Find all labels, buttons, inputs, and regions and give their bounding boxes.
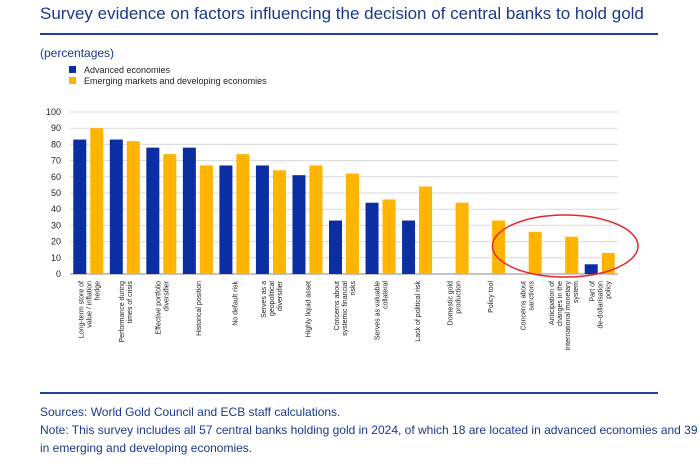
y-axis: 0 10 20 30 40 50 60 70 80 90 100 [46, 107, 61, 279]
bar-emerging [272, 170, 286, 274]
bar-emerging [90, 128, 104, 274]
y-tick-label: 80 [51, 139, 61, 149]
bar-advanced [109, 139, 123, 274]
bar-advanced [292, 175, 306, 274]
x-tick-label: Concerns aboutsystemic financialrisks [334, 281, 357, 336]
y-tick-label: 100 [46, 107, 61, 117]
bar-emerging [565, 236, 579, 274]
x-tick-label: Serves as valuablecollateral [375, 281, 390, 341]
bar-emerging [528, 231, 542, 274]
bar-emerging [601, 252, 615, 274]
bar-advanced [219, 165, 233, 274]
bar-advanced [255, 165, 269, 274]
bars [73, 128, 615, 274]
x-tick-label: Part ofde-dollarisationpolicy [590, 281, 613, 329]
y-tick-label: 20 [51, 237, 61, 247]
highlight-circle [491, 214, 639, 278]
x-tick-label: Highly liquid asset [305, 281, 312, 337]
x-tick-label: No default risk [232, 281, 239, 326]
footer: Sources: World Gold Council and ECB staf… [40, 403, 700, 457]
bar-emerging [382, 199, 396, 274]
x-tick-label: Serves as ageopoliticaldiversifier [261, 280, 284, 318]
y-tick-label: 70 [51, 156, 61, 166]
title-rule [40, 33, 658, 35]
y-tick-label: 40 [51, 204, 61, 214]
bar-emerging [126, 141, 140, 274]
chart-title: Survey evidence on factors influencing t… [40, 4, 644, 23]
x-tick-label: Anticipation ofchanges in theinternation… [549, 281, 580, 351]
annotation [491, 214, 639, 278]
bar-emerging [419, 186, 433, 274]
sources-text: Sources: World Gold Council and ECB staf… [40, 405, 341, 419]
x-tick-label: Historical position [196, 281, 203, 336]
bar-advanced [73, 139, 87, 274]
legend-swatch [69, 66, 76, 73]
legend-label: Emerging markets and developing economie… [84, 76, 267, 86]
bar-emerging [492, 220, 506, 274]
x-tick-label: Policy tool [488, 281, 495, 313]
x-tick-label: Lack of political risk [415, 281, 422, 342]
y-tick-label: 30 [51, 220, 61, 230]
x-tick-label: Effective portfoliodiversifier [155, 280, 170, 334]
gridlines [70, 111, 618, 275]
bar-advanced [402, 220, 416, 274]
bar-advanced [365, 202, 379, 274]
chart-subtitle: (percentages) [40, 46, 115, 60]
legend-swatch [69, 77, 76, 84]
legend-label: Advanced economies [84, 65, 171, 75]
bar-advanced [584, 264, 598, 274]
x-axis: Long-term store ofvalue / inflationhedge… [78, 280, 612, 350]
y-tick-label: 60 [51, 172, 61, 182]
bar-advanced [329, 220, 342, 274]
y-tick-label: 0 [56, 269, 61, 279]
x-tick-label: Long-term store ofvalue / inflationhedge [78, 281, 101, 338]
y-tick-label: 10 [51, 253, 61, 263]
x-tick-label: Concerns aboutsanctions [521, 281, 536, 331]
bar-emerging [199, 165, 213, 274]
bar-emerging [309, 165, 323, 274]
bar-advanced [146, 147, 160, 274]
bar-emerging [455, 202, 469, 274]
note-text: Note: This survey includes all 57 centra… [40, 423, 698, 455]
y-tick-label: 90 [51, 123, 61, 133]
bar-emerging [236, 154, 250, 274]
bar-emerging [163, 154, 177, 274]
bar-advanced [182, 147, 196, 274]
y-tick-label: 50 [51, 188, 61, 198]
x-tick-label: Domestic goldproduction [448, 281, 463, 325]
bar-emerging [346, 173, 359, 274]
footer-rule [40, 392, 658, 394]
x-tick-label: Performance duringtimes of crisis [119, 281, 134, 343]
